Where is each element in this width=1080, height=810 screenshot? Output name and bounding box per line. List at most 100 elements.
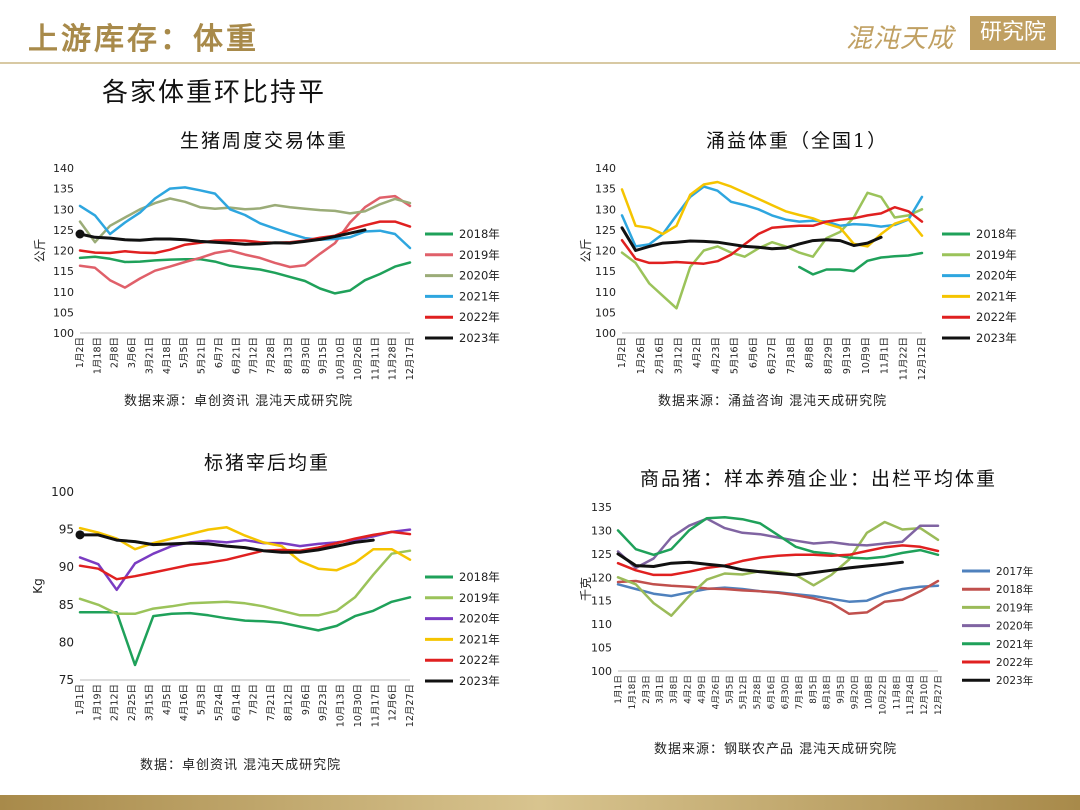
brand-logo: 混沌天成 研究院 <box>846 12 1056 56</box>
legend-label: 2022年 <box>996 656 1033 669</box>
y-tick-label: 115 <box>595 265 616 278</box>
y-tick-label: 135 <box>591 501 612 514</box>
legend-label: 2023年 <box>459 674 500 688</box>
x-tick-label: 4月5日 <box>162 684 173 715</box>
x-tick-label: 5月12日 <box>738 675 749 709</box>
legend-label: 2023年 <box>996 674 1033 687</box>
series-line-2020年 <box>620 185 924 248</box>
y-tick-label: 75 <box>59 673 74 687</box>
x-tick-label: 9月5日 <box>836 675 847 704</box>
x-tick-label: 6月14日 <box>231 684 242 721</box>
y-axis-label: 公斤 <box>33 238 47 262</box>
legend-label: 2020年 <box>976 269 1017 283</box>
y-tick-label: 115 <box>53 265 74 278</box>
x-tick-label: 6月7日 <box>214 337 225 368</box>
series-line-2019年 <box>78 194 412 289</box>
legend-label: 2017年 <box>996 565 1033 578</box>
x-tick-label: 9月6日 <box>301 684 312 715</box>
legend-label: 2020年 <box>996 620 1033 633</box>
x-tick-label: 11月17日 <box>370 684 381 727</box>
chart-4-title: 商品猪：样本养殖企业：出栏平均体重 <box>640 468 998 490</box>
x-tick-label: 2月8日 <box>110 337 121 368</box>
y-tick-label: 85 <box>59 598 74 612</box>
x-tick-label: 8月5日 <box>808 675 819 704</box>
series-line-2021年 <box>616 516 940 560</box>
x-tick-label: 3月12日 <box>673 337 684 374</box>
header-divider <box>0 62 1080 64</box>
chart-4-source: 数据来源：钢联农产品 混沌天成研究院 <box>654 742 898 757</box>
y-tick-label: 125 <box>595 224 616 237</box>
series-line-2018年 <box>78 255 412 295</box>
x-tick-label: 5月21日 <box>197 337 208 374</box>
x-tick-label: 5月24日 <box>214 684 225 721</box>
x-tick-label: 10月22日 <box>877 675 888 715</box>
x-tick-label: 5月5日 <box>724 675 735 704</box>
x-tick-label: 1月26日 <box>636 337 647 374</box>
x-tick-label: 7月21日 <box>266 684 277 721</box>
x-tick-label: 3月1日 <box>655 675 666 704</box>
x-tick-label: 8月8日 <box>805 337 816 368</box>
x-tick-label: 4月26日 <box>710 675 721 709</box>
x-tick-label: 8月12日 <box>283 684 294 721</box>
legend-label: 2018年 <box>996 583 1033 596</box>
series-line-2018年 <box>78 596 412 667</box>
series-line-2019年 <box>616 520 940 617</box>
y-tick-label: 120 <box>595 245 616 258</box>
x-tick-label: 11月22日 <box>898 337 909 380</box>
x-tick-label: 10月13日 <box>336 684 347 727</box>
x-tick-label: 8月18日 <box>822 675 833 709</box>
x-tick-label: 8月29日 <box>823 337 834 374</box>
x-tick-label: 8月13日 <box>283 337 294 374</box>
x-tick-label: 5月3日 <box>197 684 208 715</box>
legend-label: 2022年 <box>459 653 500 667</box>
legend-label: 2023年 <box>459 331 500 345</box>
x-tick-label: 9月15日 <box>318 337 329 374</box>
series-marker-2023 <box>75 229 85 239</box>
x-tick-label: 1月19日 <box>92 684 103 721</box>
series-line-2020年 <box>78 528 412 592</box>
x-tick-label: 1月2日 <box>617 337 628 368</box>
legend-label: 2020年 <box>459 612 500 626</box>
x-tick-label: 12月10日 <box>919 675 930 715</box>
y-tick-label: 110 <box>595 286 616 299</box>
x-tick-label: 4月2日 <box>683 675 694 704</box>
x-tick-label: 10月26日 <box>353 337 364 380</box>
y-tick-label: 140 <box>53 162 74 175</box>
y-tick-label: 90 <box>59 560 74 574</box>
series-line-2020年 <box>616 517 940 570</box>
series-line-2023年 <box>78 228 367 246</box>
series-line-2021年 <box>78 186 412 250</box>
x-tick-label: 1月18日 <box>627 675 638 709</box>
chart-3-title: 标猪宰后均重 <box>204 452 331 474</box>
x-tick-label: 2月16日 <box>655 337 666 374</box>
x-tick-label: 11月1日 <box>880 337 891 374</box>
x-tick-label: 12月12日 <box>917 337 928 380</box>
y-tick-label: 110 <box>53 286 74 299</box>
y-tick-label: 105 <box>53 306 74 319</box>
y-tick-label: 125 <box>591 548 612 561</box>
footer-bar <box>0 795 1080 810</box>
legend-label: 2022年 <box>976 310 1017 324</box>
y-tick-label: 130 <box>595 203 616 216</box>
y-tick-label: 140 <box>595 162 616 175</box>
x-tick-label: 4月23日 <box>711 337 722 374</box>
x-tick-label: 7月12日 <box>249 337 260 374</box>
x-tick-label: 3月6日 <box>127 337 138 368</box>
y-tick-label: 130 <box>591 524 612 537</box>
logo-box-text: 研究院 <box>970 16 1056 50</box>
chart-3-svg: 75 80 85 90 95 100 Kg 1月1日 1月19日 2月12日 2月25日 3月15日 4… <box>31 485 500 727</box>
legend-label: 2021年 <box>459 632 500 646</box>
series-line-2019年 <box>78 549 412 617</box>
legend-label: 2018年 <box>459 570 500 584</box>
series-line-2023年 <box>616 552 904 577</box>
x-tick-label: 4月9日 <box>696 675 707 704</box>
chart-1-svg: 100 105 110 115 120 125 130 135 140 公斤 1月2日 1月18日 2月… <box>33 162 500 380</box>
legend-label: 2019年 <box>459 591 500 605</box>
chart-1-title: 生猪周度交易体重 <box>180 130 349 152</box>
page-subtitle: 各家体重环比持平 <box>102 78 327 108</box>
x-tick-label: 2月3日 <box>641 675 652 704</box>
legend-label: 2021年 <box>459 289 500 303</box>
legend-label: 2018年 <box>976 227 1017 241</box>
chart-2-svg: 100 105 110 115 120 125 130 135 140 公斤 1月2日 1月26日 2月… <box>579 162 1017 380</box>
